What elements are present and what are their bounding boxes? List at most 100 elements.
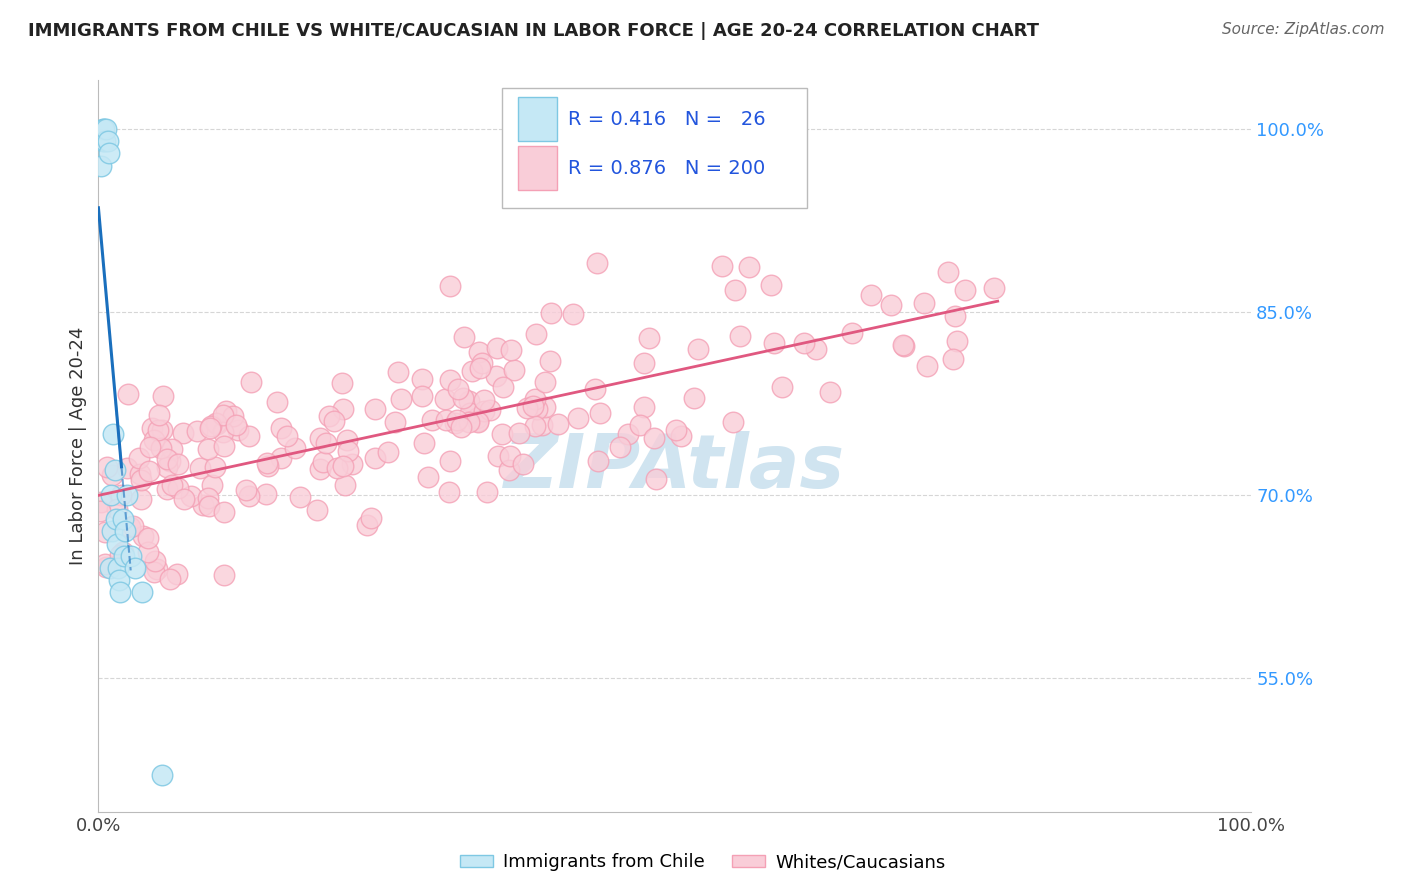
- Point: [91, 122, 114, 136]
- Point: [637, 331, 659, 345]
- Text: R = 0.876   N = 200: R = 0.876 N = 200: [568, 159, 765, 178]
- Point: [486, 449, 509, 463]
- Point: [284, 441, 307, 455]
- Point: [336, 433, 359, 447]
- Point: [94, 559, 117, 574]
- Point: [128, 450, 150, 465]
- Point: [942, 351, 965, 366]
- Point: [411, 372, 433, 386]
- Point: [136, 545, 159, 559]
- Point: [512, 457, 534, 471]
- Point: [91, 134, 114, 148]
- Point: [479, 402, 502, 417]
- Point: [103, 463, 125, 477]
- Point: [212, 425, 235, 439]
- Point: [323, 414, 346, 428]
- Point: [131, 529, 153, 543]
- Point: [467, 411, 489, 425]
- Point: [162, 477, 184, 491]
- Point: [225, 417, 247, 432]
- Point: [936, 265, 959, 279]
- Text: Source: ZipAtlas.com: Source: ZipAtlas.com: [1222, 22, 1385, 37]
- Point: [880, 298, 903, 312]
- Point: [117, 387, 139, 401]
- Point: [711, 259, 734, 273]
- Point: [270, 450, 292, 465]
- Point: [337, 444, 360, 458]
- Point: [451, 391, 474, 405]
- Point: [437, 484, 460, 499]
- Point: [173, 491, 195, 506]
- Point: [457, 393, 479, 408]
- Point: [377, 444, 399, 458]
- Point: [387, 365, 409, 379]
- Point: [159, 572, 181, 586]
- Point: [256, 456, 278, 470]
- Point: [107, 561, 129, 575]
- FancyBboxPatch shape: [517, 96, 557, 141]
- Point: [256, 459, 278, 474]
- Point: [389, 392, 412, 407]
- Point: [198, 421, 221, 435]
- Point: [665, 424, 688, 438]
- Point: [117, 488, 139, 502]
- Point: [633, 400, 655, 414]
- Point: [211, 409, 233, 423]
- Point: [453, 330, 475, 344]
- Point: [97, 134, 120, 148]
- Point: [100, 488, 122, 502]
- Point: [818, 384, 841, 399]
- Point: [148, 423, 170, 437]
- Point: [131, 491, 153, 506]
- Point: [946, 334, 969, 348]
- Point: [770, 379, 793, 393]
- Point: [633, 356, 655, 370]
- Point: [215, 404, 238, 418]
- Point: [630, 418, 652, 433]
- Point: [384, 415, 406, 429]
- Point: [254, 486, 277, 500]
- Point: [148, 408, 170, 422]
- Point: [150, 423, 173, 437]
- Point: [190, 461, 212, 475]
- Point: [138, 440, 160, 454]
- Point: [141, 421, 163, 435]
- Point: [124, 561, 146, 575]
- Point: [589, 406, 612, 420]
- Point: [150, 768, 173, 782]
- Point: [180, 489, 202, 503]
- Point: [103, 426, 125, 441]
- Point: [413, 436, 436, 450]
- Point: [538, 353, 561, 368]
- Text: IMMIGRANTS FROM CHILE VS WHITE/CAUCASIAN IN LABOR FORCE | AGE 20-24 CORRELATION : IMMIGRANTS FROM CHILE VS WHITE/CAUCASIAN…: [28, 22, 1039, 40]
- Point: [110, 488, 132, 502]
- Point: [356, 517, 378, 532]
- Point: [239, 375, 262, 389]
- Point: [214, 439, 236, 453]
- Point: [214, 568, 236, 582]
- Point: [122, 518, 145, 533]
- Point: [891, 338, 914, 352]
- Point: [100, 468, 122, 483]
- Point: [96, 459, 118, 474]
- Point: [167, 457, 190, 471]
- Point: [205, 417, 228, 432]
- Text: R = 0.416   N =   26: R = 0.416 N = 26: [568, 110, 765, 128]
- Point: [411, 389, 433, 403]
- Point: [547, 417, 569, 431]
- Point: [499, 343, 522, 358]
- Point: [309, 431, 332, 445]
- Point: [118, 520, 141, 534]
- Point: [93, 525, 115, 540]
- Point: [472, 392, 495, 407]
- Point: [485, 369, 508, 384]
- Point: [143, 566, 166, 580]
- Point: [111, 512, 134, 526]
- Point: [166, 481, 188, 495]
- Point: [197, 491, 219, 506]
- Point: [446, 413, 468, 427]
- Point: [89, 503, 111, 517]
- Point: [616, 427, 638, 442]
- Point: [434, 413, 457, 427]
- Point: [943, 309, 966, 323]
